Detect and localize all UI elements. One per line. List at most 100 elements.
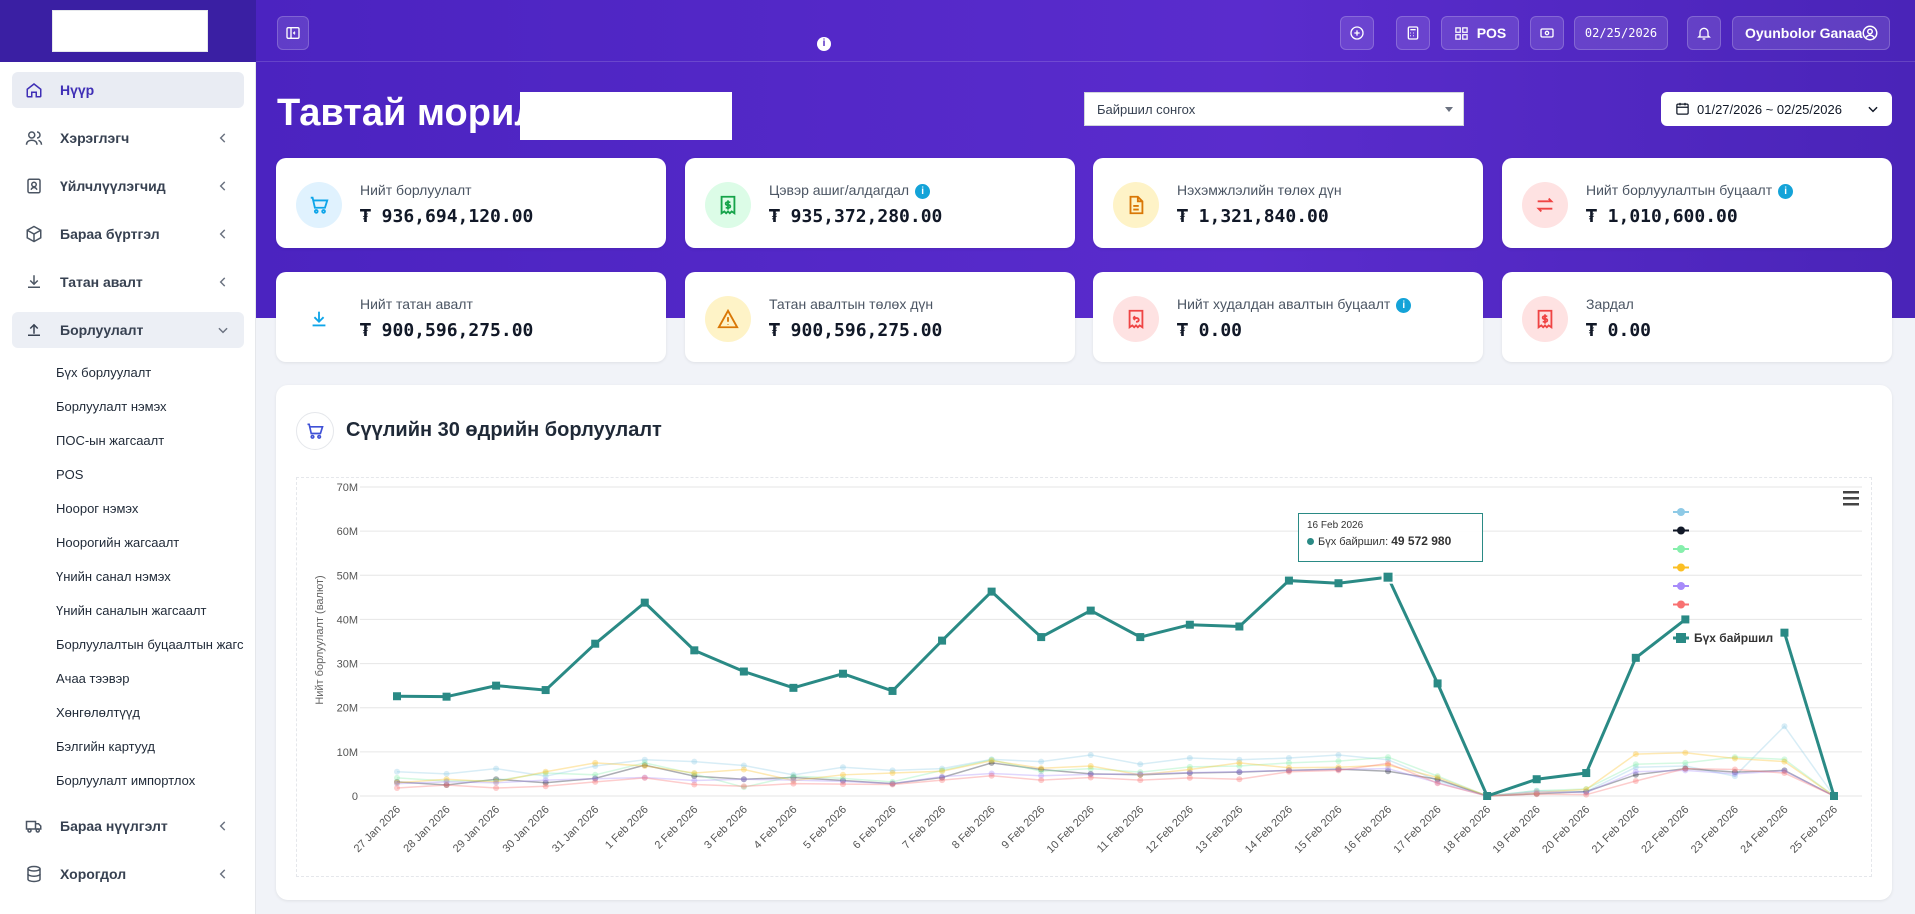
- card-icon-bg: [296, 182, 342, 228]
- date-range-value: 01/27/2026 ~ 02/25/2026: [1697, 101, 1842, 117]
- stat-card-invoice-due: Нэхэмжлэлийн төлөх дүн ₮ 1,321,840.00: [1093, 158, 1483, 248]
- sidebar-item-label: Бараа нүүлгэлт: [60, 818, 168, 834]
- document-icon: [1129, 195, 1144, 215]
- card-icon-bg: [1522, 182, 1568, 228]
- card-label: Нийт борлуулалтын буцаалт i: [1586, 182, 1794, 199]
- sidebar-item-label: Хорогдол: [60, 866, 127, 882]
- sidebar: Нүүр Хэрэглэгч Үйлчлүүлэгчид Бараа бүртг…: [0, 0, 256, 914]
- card-label: Нийт худалдан авалтын буцаалт i: [1177, 296, 1412, 313]
- sidebar-item-purchases[interactable]: Татан авалт: [12, 264, 244, 300]
- card-icon-bg: [705, 182, 751, 228]
- current-date[interactable]: 02/25/2026: [1574, 16, 1668, 50]
- stat-card-purchase-return: Нийт худалдан авалтын буцаалт i ₮ 0.00: [1093, 272, 1483, 362]
- chart-title: Сүүлийн 30 өдрийн борлуулалт: [346, 419, 662, 441]
- chevron-left-icon: [219, 277, 226, 287]
- stat-card-total-purchase: Нийт татан авалт ₮ 900,596,275.00: [276, 272, 666, 362]
- submenu-item[interactable]: Үнийн санал нэмэх: [56, 569, 171, 584]
- notifications-button[interactable]: [1687, 16, 1721, 50]
- panel-icon-bg: [296, 412, 334, 450]
- card-value: ₮ 0.00: [1586, 320, 1652, 341]
- id-card-icon: [24, 176, 44, 196]
- submenu-item[interactable]: Ноорог нэмэх: [56, 501, 139, 516]
- location-select[interactable]: Байршил сонгох: [1084, 92, 1464, 126]
- cart-icon: [307, 423, 324, 439]
- submenu-item[interactable]: Бэлгийн картууд: [56, 739, 155, 754]
- submenu-item[interactable]: Борлуулалт импортлох: [56, 773, 196, 788]
- calculator-icon: [1407, 26, 1419, 40]
- welcome-title: Тавтай морил: [277, 92, 539, 134]
- sidebar-item-users[interactable]: Хэрэглэгч: [12, 120, 244, 156]
- card-label-text: Нийт борлуулалтын буцаалт: [1586, 182, 1773, 198]
- pos-button[interactable]: POS: [1441, 16, 1519, 50]
- calculator-button[interactable]: [1396, 16, 1430, 50]
- chart-tooltip: 16 Feb 2026 Бүх байршил: 49 572 980: [1298, 513, 1483, 562]
- chevron-left-icon: [219, 181, 226, 191]
- sidebar-item-transfers[interactable]: Бараа нүүлгэлт: [12, 808, 244, 844]
- stat-card-expense: Зардал ₮ 0.00: [1502, 272, 1892, 362]
- submenu-item[interactable]: Ноорогийн жагсаалт: [56, 535, 180, 550]
- submenu-item[interactable]: ПОС-ын жагсаалт: [56, 433, 165, 448]
- card-label: Нийт борлуулалт: [360, 182, 472, 198]
- header-divider: [256, 61, 1915, 62]
- location-select-placeholder: Байршил сонгох: [1097, 102, 1196, 117]
- card-icon-bg: [705, 296, 751, 342]
- logo[interactable]: [52, 10, 208, 52]
- submenu-item[interactable]: Борлуулалт нэмэх: [56, 399, 167, 414]
- receipt-dollar-icon: [720, 195, 736, 215]
- submenu-item[interactable]: Ачаа тээвэр: [56, 671, 130, 686]
- sidebar-item-customers[interactable]: Үйлчлүүлэгчид: [12, 168, 244, 204]
- submenu-item[interactable]: Хөнгөлөлтүүд: [56, 705, 140, 720]
- add-button[interactable]: [1340, 16, 1374, 50]
- sidebar-item-waste[interactable]: Хорогдол: [12, 856, 244, 892]
- submenu-item[interactable]: Үнийн саналын жагсаалт: [56, 603, 207, 618]
- submenu-item[interactable]: Бүх борлуулалт: [56, 365, 152, 380]
- home-icon: [24, 80, 44, 100]
- bell-icon: [1697, 27, 1711, 40]
- info-icon[interactable]: i: [1778, 184, 1794, 199]
- chevron-down-icon: [1868, 106, 1878, 113]
- receipt-dollar-icon: [1537, 309, 1553, 329]
- database-icon: [24, 864, 44, 884]
- receipt-return-icon: [1128, 309, 1144, 329]
- warning-icon: [717, 308, 739, 329]
- sidebar-nav: Нүүр Хэрэглэгч Үйлчлүүлэгчид Бараа бүртг…: [12, 72, 244, 904]
- submenu-item[interactable]: Борлуулалтын буцаалтын жагсаалт: [56, 637, 244, 652]
- user-menu-button[interactable]: Oyunbolor Ganaa: [1732, 16, 1890, 50]
- caret-down-icon: [1445, 107, 1453, 112]
- stat-card-total-sales: Нийт борлуулалт ₮ 936,694,120.00: [276, 158, 666, 248]
- sales-submenu: Бүх борлуулалт Борлуулалт нэмэх ПОС-ын ж…: [12, 356, 244, 798]
- cash-register-button[interactable]: [1530, 16, 1564, 50]
- stat-card-sales-return: Нийт борлуулалтын буцаалт i ₮ 1,010,600.0…: [1502, 158, 1892, 248]
- user-circle-icon: [1862, 25, 1878, 41]
- chevron-left-icon: [219, 229, 226, 239]
- card-icon-bg: [1113, 182, 1159, 228]
- user-name: Oyunbolor Ganaa: [1745, 25, 1863, 41]
- sidebar-item-products[interactable]: Бараа бүртгэл: [12, 216, 244, 252]
- plus-circle-icon: [1350, 26, 1364, 40]
- info-icon[interactable]: i: [915, 184, 931, 199]
- submenu-item[interactable]: POS: [56, 467, 84, 482]
- sidebar-item-sales[interactable]: Борлуулалт: [12, 312, 244, 348]
- card-label: Цэвэр ашиг/алдагдал i: [769, 182, 931, 199]
- sidebar-item-label: Бараа бүртгэл: [60, 226, 160, 242]
- card-icon-bg: [296, 296, 342, 342]
- card-label: Нэхэмжлэлийн төлөх дүн: [1177, 182, 1342, 198]
- chevron-left-icon: [219, 133, 226, 143]
- chevron-left-icon: [219, 869, 226, 879]
- sidebar-toggle-button[interactable]: [277, 16, 309, 50]
- stat-card-net-profit: Цэвэр ашиг/алдагдал i ₮ 935,372,280.00: [685, 158, 1075, 248]
- users-icon: [24, 128, 44, 148]
- download-icon: [312, 311, 326, 327]
- sidebar-item-home[interactable]: Нүүр: [12, 72, 244, 108]
- card-value: ₮ 0.00: [1177, 320, 1243, 341]
- card-label: Татан авалтын төлөх дүн: [769, 296, 934, 312]
- money-icon: [1540, 28, 1554, 38]
- info-icon[interactable]: i: [1396, 298, 1412, 313]
- card-value: ₮ 900,596,275.00: [360, 320, 534, 341]
- info-icon[interactable]: i: [817, 37, 831, 51]
- sidebar-toggle-icon: [286, 27, 300, 39]
- chevron-left-icon: [219, 821, 226, 831]
- sales-chart-panel: Сүүлийн 30 өдрийн борлуулалт: [276, 385, 1892, 900]
- date-range-picker[interactable]: 01/27/2026 ~ 02/25/2026: [1661, 92, 1892, 126]
- sidebar-item-label: Хэрэглэгч: [60, 130, 130, 146]
